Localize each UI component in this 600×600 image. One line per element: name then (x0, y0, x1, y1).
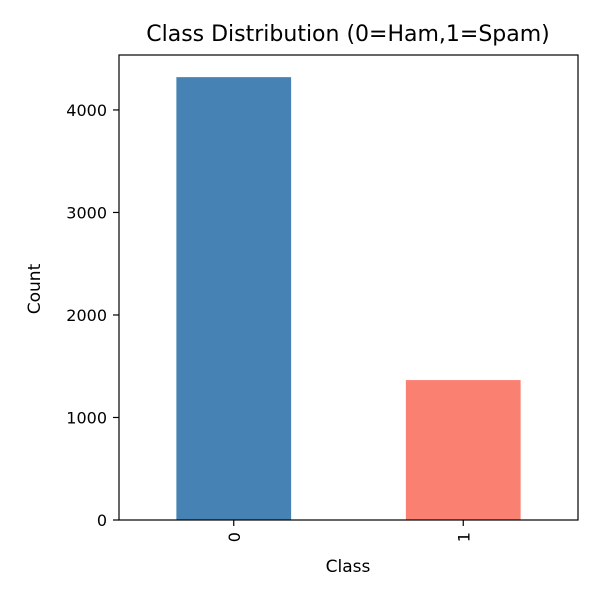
y-tick-label: 0 (97, 511, 107, 530)
x-tick-label: 0 (225, 532, 244, 542)
y-tick-label: 2000 (66, 306, 107, 325)
bar-class-1 (405, 380, 521, 520)
chart-title: Class Distribution (0=Ham,1=Spam) (146, 22, 550, 47)
plot-area: 0 1000 2000 3000 4000 0 1 (66, 54, 579, 542)
y-axis-label: Count (25, 263, 45, 314)
x-axis-label: Class (326, 557, 371, 577)
bar-class-0 (176, 77, 292, 521)
x-tick-label: 1 (454, 532, 473, 542)
y-tick-label: 3000 (66, 203, 107, 222)
y-tick-label: 1000 (66, 408, 107, 427)
axes-frame (118, 54, 579, 521)
y-tick-label: 4000 (66, 101, 107, 120)
